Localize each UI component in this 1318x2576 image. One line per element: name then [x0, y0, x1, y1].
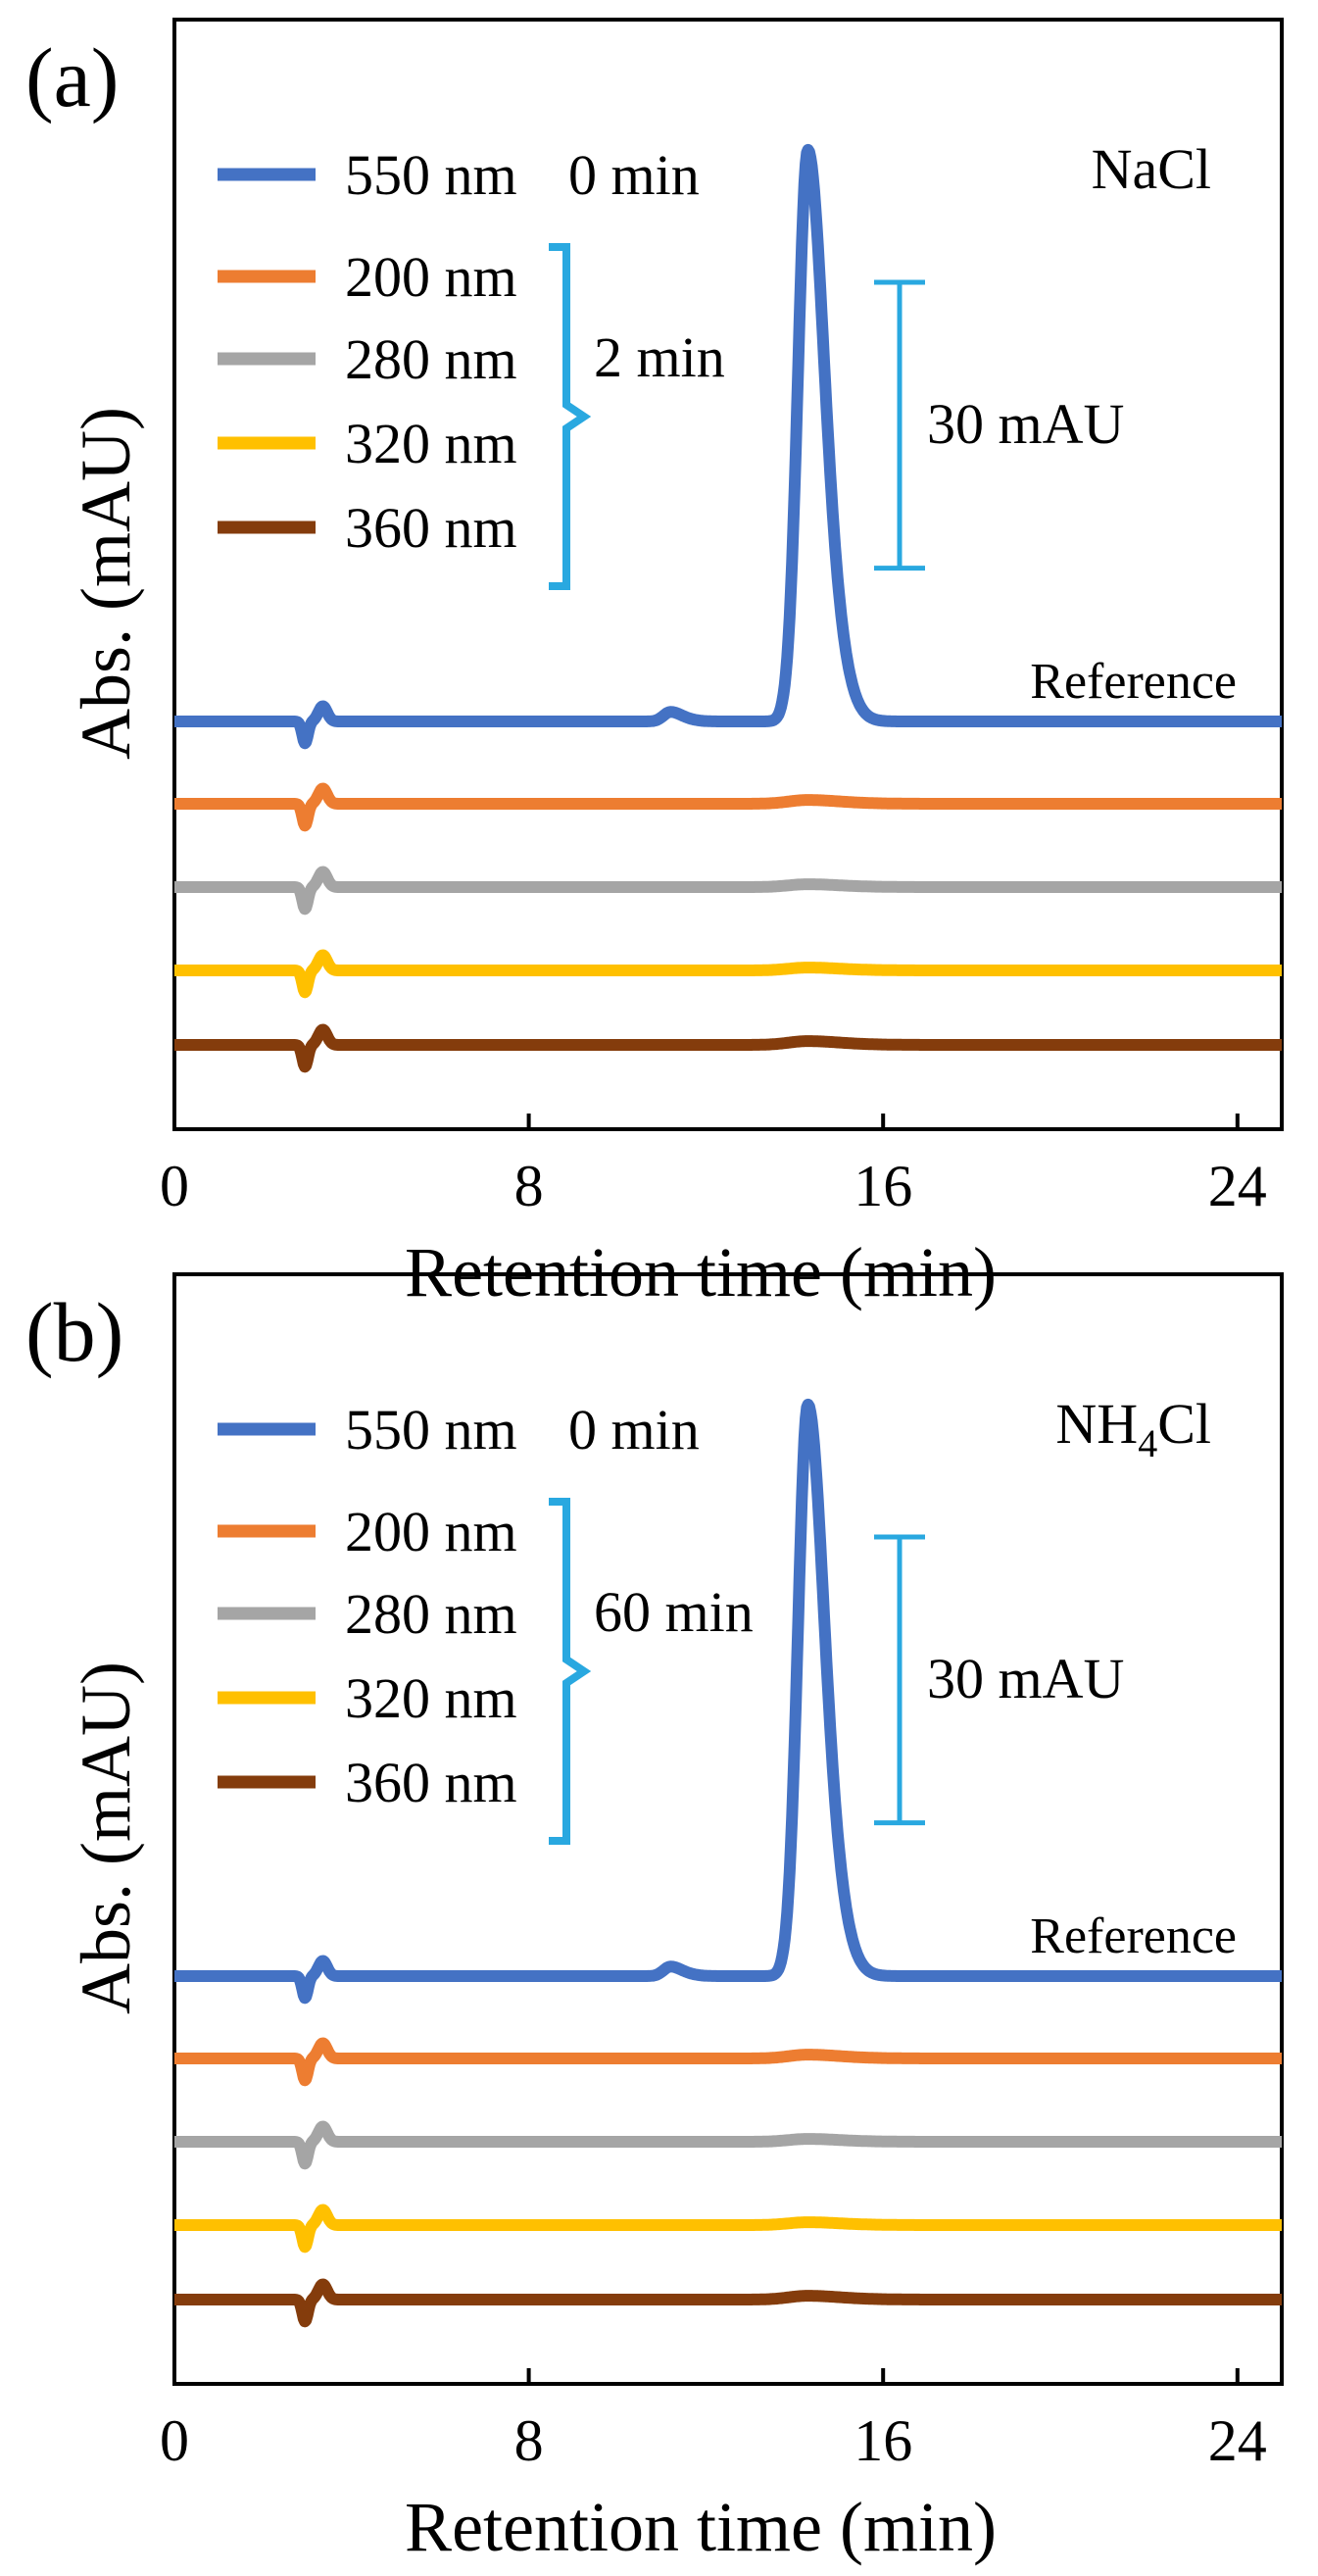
salt-label: NH4Cl — [1055, 1392, 1211, 1465]
legend-bracket — [549, 1498, 592, 1845]
trace-280-nm — [170, 866, 1287, 916]
y-axis-label: Abs. (mAU) — [67, 407, 145, 760]
scale-bar-label: 30 mAU — [927, 392, 1124, 456]
x-tick-label-24: 24 — [1208, 1154, 1267, 1218]
legend-label-0: 550 nm — [345, 1398, 517, 1461]
legend-bracket — [549, 243, 592, 590]
salt-label: NaCl — [1092, 137, 1211, 201]
legend-time-reference: 0 min — [568, 143, 700, 207]
x-tick-label-0: 0 — [160, 2408, 189, 2473]
reference-label: Reference — [1030, 654, 1237, 710]
trace-320-nm — [170, 949, 1287, 999]
legend-label-2: 280 nm — [345, 327, 517, 391]
x-tick-label-16: 16 — [854, 2408, 912, 2473]
x-tick-label-24: 24 — [1208, 2408, 1267, 2473]
scale-bar-label: 30 mAU — [927, 1647, 1124, 1710]
trace-550-nm — [170, 1398, 1287, 2005]
trace-550-nm — [170, 143, 1287, 750]
legend-label-1: 200 nm — [345, 1500, 517, 1563]
x-tick-label-8: 8 — [514, 1154, 544, 1218]
trace-320-nm — [170, 2204, 1287, 2254]
panel-label: (a) — [25, 30, 119, 124]
legend-label-1: 200 nm — [345, 245, 517, 309]
trace-200-nm — [170, 782, 1287, 832]
y-axis-label: Abs. (mAU) — [67, 1661, 145, 2014]
legend-time-reference: 0 min — [568, 1398, 700, 1461]
x-axis-label: Retention time (min) — [405, 2488, 997, 2566]
legend-label-0: 550 nm — [345, 143, 517, 207]
trace-360-nm — [170, 2278, 1287, 2328]
legend-label-2: 280 nm — [345, 1582, 517, 1646]
axes-frame — [172, 18, 1284, 1131]
x-tick-label-0: 0 — [160, 1154, 189, 1218]
panel-b: (b) 0 8 16 24 Retention time (min) Abs. (mAU) N… — [25, 1272, 1287, 2566]
axes-frame — [172, 1272, 1284, 2386]
trace-280-nm — [170, 2120, 1287, 2170]
legend-label-4: 360 nm — [345, 496, 517, 560]
x-tick-label-8: 8 — [514, 2408, 544, 2473]
panel-label: (b) — [25, 1285, 123, 1379]
legend-label-4: 360 nm — [345, 1751, 517, 1814]
reference-label: Reference — [1030, 1908, 1237, 1964]
legend-label-3: 320 nm — [345, 412, 517, 475]
trace-360-nm — [170, 1023, 1287, 1073]
legend-time-group: 2 min — [594, 325, 725, 389]
legend-label-3: 320 nm — [345, 1666, 517, 1730]
legend-time-group: 60 min — [594, 1580, 754, 1644]
trace-200-nm — [170, 2037, 1287, 2087]
x-tick-label-16: 16 — [854, 1154, 912, 1218]
